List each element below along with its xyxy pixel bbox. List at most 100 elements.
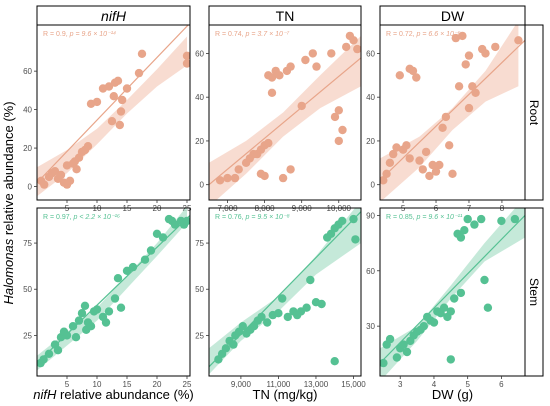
data-point: [380, 176, 388, 185]
data-point: [62, 331, 72, 340]
data-point: [415, 156, 424, 165]
data-point: [446, 307, 455, 316]
data-point: [392, 143, 401, 152]
row-strip-label: Root: [527, 100, 541, 126]
data-point: [50, 167, 60, 176]
data-point: [428, 160, 437, 170]
correlation-annotation: R = 0.72, p = 6.6 × 10⁻⁶: [386, 31, 461, 38]
x-tick-label: 5: [65, 380, 70, 389]
data-point: [450, 294, 459, 303]
panel-root-nifh: R = 0.9, p = 9.6 × 10⁻¹⁴5101520250204060: [23, 24, 192, 213]
data-point: [110, 294, 120, 303]
x-tick-label: 3: [398, 380, 403, 389]
column-strip: [36, 5, 191, 26]
data-point: [441, 112, 451, 122]
y-tick-label: 30: [366, 322, 375, 331]
y-axis-title: Halomonas relative abundance (%): [1, 101, 16, 304]
data-point: [278, 294, 287, 303]
fit-line: [209, 57, 361, 186]
x-tick-label: 9,000: [231, 380, 252, 389]
data-point: [286, 62, 295, 71]
fit-line: [37, 25, 189, 184]
data-point: [77, 309, 87, 318]
data-point: [109, 92, 119, 101]
y-tick-label: 50: [195, 285, 204, 294]
panel-stem-dw: R = 0.85, p = 9.6 × 10⁻¹¹ 3 4 5 6 30 60 90: [366, 207, 526, 389]
column-strip: [379, 5, 526, 26]
data-point: [483, 303, 493, 312]
data-point: [471, 88, 480, 98]
x-tick-label: 15: [123, 380, 132, 389]
correlation-annotation: R = 0.76, p = 9.5 × 10⁻⁸: [215, 214, 290, 221]
data-point: [460, 226, 469, 235]
x-tick-label: 15,000: [341, 380, 366, 389]
data-point: [267, 73, 277, 82]
data-point: [230, 173, 240, 183]
column-strip-label: TN: [276, 8, 295, 24]
y-tick-label: 60: [23, 67, 32, 76]
data-point: [134, 68, 144, 78]
data-point: [92, 97, 102, 107]
y-tick-label: 50: [23, 285, 32, 294]
row-strip-label: Stem: [527, 278, 541, 306]
data-point: [238, 322, 247, 331]
data-point: [419, 322, 428, 331]
y-tick-label: 60: [195, 49, 204, 58]
data-point: [445, 141, 454, 150]
data-point: [448, 169, 457, 178]
data-point: [74, 316, 84, 325]
data-point: [351, 235, 360, 244]
column-strip: [208, 5, 362, 26]
data-point: [481, 49, 490, 58]
row-strip: [524, 24, 544, 201]
y-tick-label: 0: [200, 181, 205, 190]
data-point: [338, 216, 347, 226]
data-point: [264, 138, 273, 148]
y-tick-label: 20: [366, 137, 375, 146]
data-point: [402, 347, 412, 357]
data-point: [380, 358, 388, 368]
data-point: [461, 60, 470, 69]
data-point: [101, 318, 111, 327]
data-point: [116, 107, 126, 116]
y-tick-label: 0: [371, 181, 376, 190]
data-point: [257, 312, 266, 322]
data-point: [454, 82, 464, 91]
data-point: [301, 55, 310, 65]
confidence-band: [37, 208, 187, 371]
data-point: [334, 106, 343, 115]
x-tick-label: 13,000: [304, 380, 329, 389]
data-point: [170, 220, 180, 229]
data-point: [477, 214, 486, 224]
x-tick-label: 6: [499, 380, 504, 389]
y-tick-label: 25: [23, 331, 32, 340]
data-point: [399, 340, 408, 349]
data-point: [118, 95, 127, 105]
fit-line: [380, 214, 525, 364]
data-point: [182, 51, 190, 60]
data-point: [408, 66, 418, 76]
x-tick-label: 4: [432, 380, 437, 389]
y-tick-label: 40: [366, 93, 375, 102]
data-point: [229, 340, 238, 349]
data-point: [312, 62, 321, 71]
data-point: [385, 334, 395, 344]
y-tick-label: 25: [195, 331, 204, 340]
data-point: [107, 117, 117, 126]
data-point: [283, 312, 292, 322]
data-point: [418, 165, 427, 174]
y-tick-label: 40: [23, 106, 32, 115]
data-point: [115, 120, 125, 130]
data-point: [353, 44, 361, 54]
data-point: [385, 158, 395, 167]
data-point: [122, 84, 132, 93]
data-point: [497, 216, 506, 226]
correlation-annotation: R = 0.85, p = 9.6 × 10⁻¹¹: [386, 214, 463, 221]
data-point: [182, 216, 190, 226]
data-point: [439, 303, 449, 312]
data-point: [425, 171, 434, 181]
y-tick-label: 60: [366, 267, 375, 276]
y-tick-label: 20: [195, 137, 204, 146]
data-point: [464, 103, 474, 113]
